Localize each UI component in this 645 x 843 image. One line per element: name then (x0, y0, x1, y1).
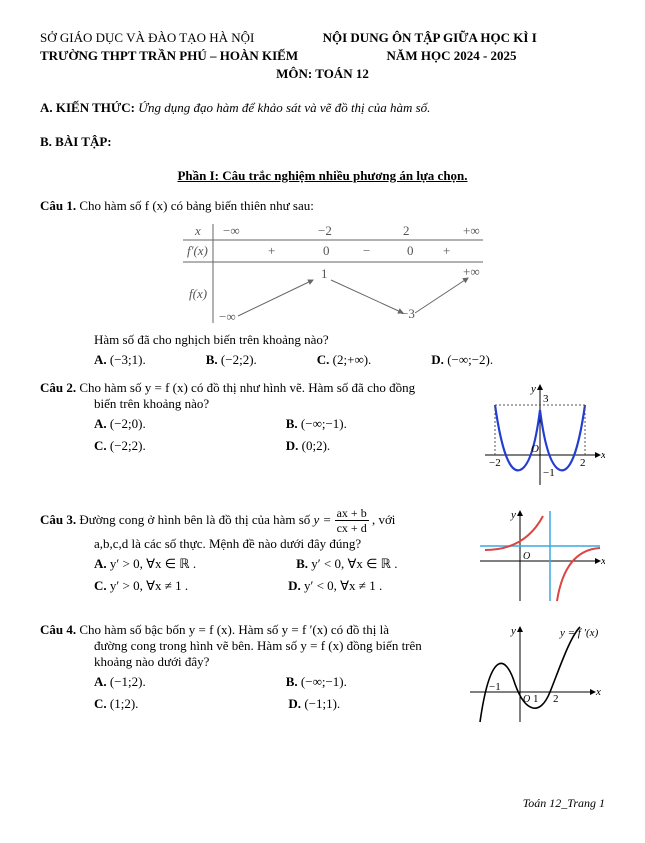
q4-figure: y = f ′(x) x y −1 1 2 O (465, 622, 605, 732)
svg-text:2: 2 (580, 457, 586, 469)
q4-optD: (−1;1). (304, 696, 340, 711)
page-footer: Toán 12_Trang 1 (40, 796, 605, 811)
q4-optC: (1;2). (110, 696, 139, 711)
svg-text:x: x (194, 223, 201, 238)
svg-text:−1: −1 (543, 467, 555, 479)
q3-options: A. y′ > 0, ∀x ∈ ℝ . B. y′ < 0, ∀x ∈ ℝ . … (94, 556, 475, 594)
q2-options: A. (−2;0). B. (−∞;−1). C. (−2;2). D. (0;… (94, 416, 475, 454)
q4-optB: (−∞;−1). (301, 674, 347, 689)
svg-text:−∞: −∞ (223, 223, 240, 238)
question-2: Câu 2. Cho hàm số y = f (x) có đồ thị nh… (40, 380, 605, 494)
question-4: Câu 4. Cho hàm số bậc bốn y = f (x). Hàm… (40, 622, 605, 736)
header-right-3: MÔN: TOÁN 12 (40, 66, 605, 82)
svg-text:+: + (443, 243, 450, 258)
svg-text:y = f ′(x): y = f ′(x) (559, 627, 599, 639)
svg-text:+∞: +∞ (463, 264, 480, 279)
svg-text:−∞: −∞ (219, 309, 236, 324)
svg-text:O: O (531, 443, 539, 455)
q3-text1: Đường cong ở hình bên là đồ thị của hàm … (79, 512, 313, 527)
q2-optA: (−2;0). (110, 416, 146, 431)
section-a-label: A. KIẾN THỨC: (40, 100, 135, 115)
q3-optB: y′ < 0, ∀x ∈ ℝ . (311, 556, 397, 571)
section-a-text: Ứng dụng đạo hàm để khảo sát và vẽ đồ th… (138, 100, 430, 115)
svg-text:2: 2 (403, 223, 410, 238)
q3-optD: y′ < 0, ∀x ≠ 1 . (304, 578, 382, 593)
svg-text:2: 2 (553, 693, 559, 705)
header-left-2: TRƯỜNG THPT TRẦN PHÚ – HOÀN KIẾM (40, 48, 298, 64)
svg-text:x: x (595, 686, 601, 698)
svg-text:−1: −1 (489, 681, 501, 693)
q2-text1: Cho hàm số y = f (x) có đồ thị như hình … (79, 380, 415, 395)
svg-text:−2: −2 (489, 457, 501, 469)
q3-frac-num: ax + b (335, 506, 369, 521)
q1-optB: (−2;2). (221, 352, 257, 367)
section-a: A. KIẾN THỨC: Ứng dụng đạo hàm để khảo s… (40, 100, 605, 116)
q4-text3: khoảng nào dưới đây? (94, 654, 465, 670)
part1-title: Phần I: Câu trắc nghiệm nhiều phương án … (40, 168, 605, 184)
svg-text:O: O (523, 694, 530, 705)
q1-optD: (−∞;−2). (447, 352, 493, 367)
q3-optC: y′ > 0, ∀x ≠ 1 . (110, 578, 188, 593)
svg-text:−3: −3 (401, 306, 415, 321)
q1-subtext: Hàm số đã cho nghịch biến trên khoảng nà… (94, 332, 605, 348)
svg-text:y: y (510, 625, 516, 637)
page-header: SỞ GIÁO DỤC VÀ ĐÀO TẠO HÀ NỘI NỘI DUNG Ô… (40, 30, 605, 82)
variation-table: x −∞ −2 2 +∞ f′(x) + 0 − 0 + f(x) −∞ 1 −… (153, 218, 493, 328)
header-right-2: NĂM HỌC 2024 - 2025 (298, 48, 605, 64)
q3-label: Câu 3. (40, 512, 76, 527)
q2-optB: (−∞;−1). (301, 416, 347, 431)
svg-text:1: 1 (321, 266, 328, 281)
svg-text:0: 0 (407, 243, 414, 258)
q2-text2: biến trên khoảng nào? (94, 396, 475, 412)
q3-figure: x y O (475, 506, 605, 606)
q1-options: A. (−3;1). B. (−2;2). C. (2;+∞). D. (−∞;… (94, 352, 605, 368)
svg-text:1: 1 (533, 693, 539, 705)
q2-optD: (0;2). (302, 438, 331, 453)
svg-text:−: − (363, 243, 370, 258)
svg-text:x: x (600, 555, 605, 567)
question-1: Câu 1. Cho hàm số f (x) có bảng biến thi… (40, 198, 605, 368)
svg-text:x: x (600, 449, 605, 461)
svg-text:3: 3 (543, 393, 549, 405)
q4-text2: đường cong trong hình vẽ bên. Hàm số y =… (94, 638, 465, 654)
q4-text1: Cho hàm số bậc bốn y = f (x). Hàm số y =… (79, 622, 389, 637)
q3-after: , với (372, 512, 396, 527)
q4-label: Câu 4. (40, 622, 76, 637)
svg-text:y: y (530, 383, 536, 395)
q1-optA: (−3;1). (110, 352, 146, 367)
question-3: Câu 3. Đường cong ở hình bên là đồ thị c… (40, 506, 605, 610)
svg-text:−2: −2 (318, 223, 332, 238)
svg-text:O: O (523, 551, 530, 562)
svg-text:f(x): f(x) (189, 286, 207, 301)
svg-text:0: 0 (323, 243, 330, 258)
section-b-label: B. BÀI TẬP: (40, 134, 605, 150)
q4-optA: (−1;2). (110, 674, 146, 689)
q3-text2: a,b,c,d là các số thực. Mệnh đề nào dưới… (94, 536, 475, 552)
q1-optC: (2;+∞). (333, 352, 372, 367)
svg-text:+: + (268, 243, 275, 258)
q3-frac-den: cx + d (335, 521, 369, 535)
q4-options: A. (−1;2). B. (−∞;−1). C. (1;2). D. (−1;… (94, 674, 465, 712)
svg-text:f′(x): f′(x) (187, 243, 208, 258)
q2-label: Câu 2. (40, 380, 76, 395)
q1-label: Câu 1. (40, 198, 76, 213)
q2-figure: 3 x y O −2 2 −1 (475, 380, 605, 490)
q3-optA: y′ > 0, ∀x ∈ ℝ . (110, 556, 196, 571)
svg-text:y: y (510, 509, 516, 521)
header-right-1: NỘI DUNG ÔN TẬP GIỮA HỌC KÌ I (254, 30, 605, 46)
q2-optC: (−2;2). (110, 438, 146, 453)
header-left-1: SỞ GIÁO DỤC VÀ ĐÀO TẠO HÀ NỘI (40, 30, 254, 46)
svg-text:+∞: +∞ (463, 223, 480, 238)
q1-text: Cho hàm số f (x) có bảng biến thiên như … (79, 198, 314, 213)
